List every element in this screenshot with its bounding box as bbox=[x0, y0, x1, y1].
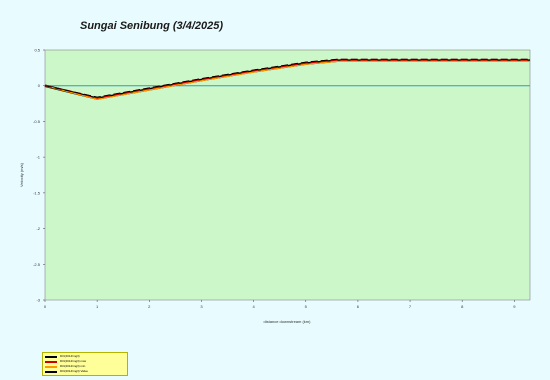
legend-label: DO(2014/mg/l) min bbox=[60, 364, 86, 368]
chart-title: Sungai Senibung (3/4/2025) bbox=[80, 20, 224, 32]
plot-area bbox=[44, 49, 531, 301]
x-tick-label: 8 bbox=[461, 304, 464, 309]
y-tick-label: -1.5 bbox=[33, 190, 41, 195]
x-tick-label: 0 bbox=[44, 304, 47, 309]
legend-entry: DO(2014/mg/l) min bbox=[45, 364, 125, 369]
x-tick-label: 9 bbox=[513, 304, 516, 309]
y-tick-label: -0.5 bbox=[33, 119, 41, 124]
x-tick-label: 3 bbox=[200, 304, 203, 309]
legend-entry: DO(2014/mg/l) Value bbox=[45, 369, 125, 374]
x-tick-label: 2 bbox=[148, 304, 151, 309]
y-tick-label: -1 bbox=[36, 155, 40, 160]
series-line bbox=[44, 58, 530, 98]
y-tick-label: 0 bbox=[38, 83, 41, 88]
y-tick-label: -2 bbox=[36, 226, 40, 231]
x-tick-label: 4 bbox=[252, 304, 255, 309]
legend: DO(2014/mg/l) DO(2014/mg/l) max DO(2014/mg… bbox=[42, 352, 128, 376]
series-line bbox=[44, 60, 530, 100]
legend-swatch bbox=[45, 370, 57, 373]
x-tick-label: 5 bbox=[305, 304, 308, 309]
legend-label: DO(2014/mg/l) max bbox=[60, 359, 87, 363]
x-tick-label: 7 bbox=[409, 304, 412, 309]
legend-swatch bbox=[45, 355, 57, 358]
series-line bbox=[44, 58, 530, 100]
y-axis-label: Velocity (m/s) bbox=[19, 162, 24, 187]
y-tick-label: -2.5 bbox=[33, 262, 41, 267]
y-tick-label: -3 bbox=[36, 298, 40, 303]
x-tick-label: 1 bbox=[96, 304, 99, 309]
x-tick-label: 6 bbox=[357, 304, 360, 309]
x-axis-label: distance downstream (km) bbox=[264, 319, 312, 324]
legend-swatch bbox=[45, 360, 57, 363]
legend-entry: DO(2014/mg/l) bbox=[45, 354, 125, 359]
legend-entry: DO(2014/mg/l) max bbox=[45, 359, 125, 364]
legend-swatch bbox=[45, 365, 57, 368]
y-tick-label: 0.5 bbox=[34, 48, 40, 53]
legend-label: DO(2014/mg/l) bbox=[60, 354, 80, 358]
legend-label: DO(2014/mg/l) Value bbox=[60, 369, 88, 373]
